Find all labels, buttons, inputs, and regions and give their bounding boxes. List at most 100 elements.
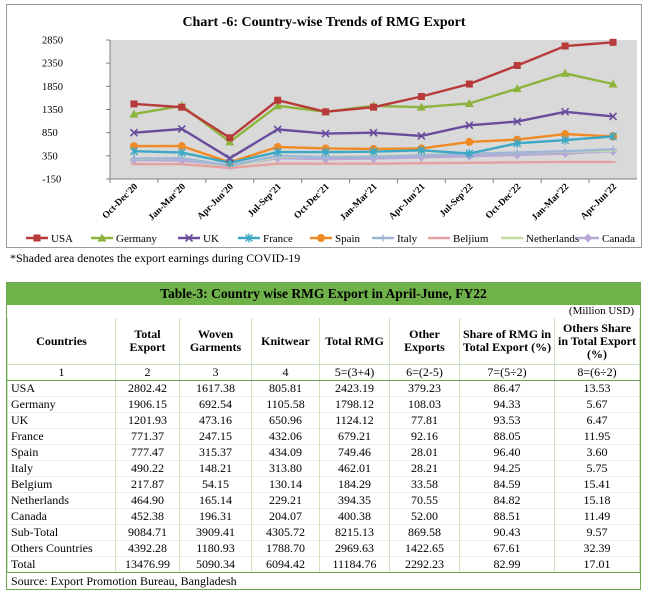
value-cell: 32.39: [554, 540, 640, 557]
country-cell: Canada: [7, 508, 116, 525]
value-cell: 4305.72: [251, 524, 320, 541]
data-point-usa: [465, 80, 473, 88]
value-cell: 464.90: [115, 492, 180, 509]
header-cell: Knitwear: [251, 318, 320, 365]
x-tick-label: Jan-Mar'21: [339, 182, 380, 223]
x-tick-label: Oct-Dec'20: [101, 182, 140, 221]
table-row: Germany 1906.15 692.54 1105.58 1798.12 108.03…: [7, 396, 640, 413]
index-cell: 4: [251, 364, 320, 381]
value-cell: 184.29: [319, 476, 390, 493]
value-cell: 1105.58: [251, 396, 320, 413]
data-point-france: [513, 138, 522, 148]
line-chart: Chart -6: Country-wise Trends of RMG Exp…: [26, 15, 637, 245]
value-cell: 33.58: [389, 476, 460, 493]
value-cell: 749.46: [319, 444, 390, 461]
value-cell: 3.60: [554, 444, 640, 461]
value-cell: 315.37: [179, 444, 252, 461]
value-cell: 84.82: [459, 492, 555, 509]
y-tick-label: 2850: [42, 36, 63, 47]
value-cell: 92.16: [389, 428, 460, 445]
value-cell: 77.81: [389, 412, 460, 429]
data-point-uk: [321, 129, 330, 138]
value-cell: 1201.93: [115, 412, 180, 429]
value-cell: 6094.42: [251, 556, 320, 572]
y-tick-label: 1350: [42, 105, 63, 116]
header-cell: Other Exports: [389, 318, 460, 365]
data-point-france: [561, 135, 570, 145]
value-cell: 5.75: [554, 460, 640, 477]
data-point-germany: [225, 137, 235, 146]
data-point-usa: [322, 108, 330, 116]
value-cell: 54.15: [179, 476, 252, 493]
value-cell: 490.22: [115, 460, 180, 477]
value-cell: 28.01: [389, 444, 460, 461]
rmg-export-table-section: Table-3: Country wise RMG Export in Apri…: [6, 282, 641, 590]
legend-label-netherlands: Netherlands: [526, 233, 579, 245]
value-cell: 2802.42: [115, 380, 180, 397]
data-point-usa: [609, 38, 617, 46]
source-note: Source: Export Promotion Bureau, Banglad…: [7, 572, 640, 589]
value-cell: 1124.12: [319, 412, 390, 429]
x-tick-label: Jan-Mar'22: [530, 182, 571, 223]
value-cell: 17.01: [554, 556, 640, 572]
x-tick-label: Jan-Mar'20: [147, 182, 188, 223]
index-cell: 7=(5÷2): [459, 364, 555, 381]
chart-title: Chart -6: Country-wise Trends of RMG Exp…: [182, 15, 465, 30]
data-point-uk: [608, 112, 618, 121]
rmg-export-table: Countries Total Export Woven Garments Kn…: [7, 318, 640, 572]
value-cell: 394.35: [319, 492, 390, 509]
country-cell: Sub-Total: [7, 524, 116, 541]
legend-marker-canada: [583, 233, 593, 243]
value-cell: 1788.70: [251, 540, 320, 557]
country-cell: Netherlands: [7, 492, 116, 509]
index-cell: 6=(2-5): [389, 364, 460, 381]
value-cell: 217.87: [115, 476, 180, 493]
data-point-germany: [129, 109, 139, 118]
value-cell: 11184.76: [319, 556, 390, 572]
data-point-usa: [226, 134, 234, 142]
value-cell: 4392.28: [115, 540, 180, 557]
value-cell: 379.23: [389, 380, 460, 397]
country-cell: USA: [7, 380, 116, 397]
table-row: Others Countries 4392.28 1180.93 1788.70 296…: [7, 540, 640, 557]
data-point-usa: [130, 100, 138, 108]
table-row: Canada 452.38 196.31 204.07 400.38 52.00 88.51…: [7, 508, 640, 525]
value-cell: 86.47: [459, 380, 555, 397]
legend-marker-uk: [184, 233, 194, 243]
data-point-france: [129, 146, 138, 156]
value-cell: 692.54: [179, 396, 252, 413]
y-tick-label: 2350: [42, 59, 63, 70]
data-point-france: [417, 145, 426, 155]
y-tick-label: 1850: [42, 82, 63, 93]
data-point-germany: [416, 102, 426, 111]
value-cell: 1906.15: [115, 396, 180, 413]
legend-label-germany: Germany: [116, 233, 157, 245]
value-cell: 15.41: [554, 476, 640, 493]
data-point-france: [465, 149, 474, 159]
country-cell: UK: [7, 412, 116, 429]
data-point-usa: [561, 42, 569, 50]
header-cell: Others Share in Total Export (%): [554, 318, 640, 365]
value-cell: 2969.63: [319, 540, 390, 557]
data-point-france: [321, 147, 330, 157]
data-point-uk: [225, 154, 234, 163]
country-cell: Italy: [7, 460, 116, 477]
data-point-spain: [129, 142, 138, 151]
value-cell: 108.03: [389, 396, 460, 413]
value-cell: 1617.38: [179, 380, 252, 397]
data-point-usa: [513, 61, 521, 69]
legend-label-usa: USA: [51, 233, 73, 245]
data-point-germany: [512, 84, 522, 93]
table-header-row: Countries Total Export Woven Garments Kn…: [7, 318, 640, 365]
table-row: USA 2802.42 1617.38 805.81 2423.19 379.23 86.4…: [7, 380, 640, 397]
value-cell: 165.14: [179, 492, 252, 509]
value-cell: 771.37: [115, 428, 180, 445]
value-cell: 96.40: [459, 444, 555, 461]
x-tick-label: Jul-Sep'21: [246, 182, 283, 219]
table-row: Belgium 217.87 54.15 130.14 184.29 33.58 84.59…: [7, 476, 640, 493]
value-cell: 432.06: [251, 428, 320, 445]
value-cell: 1798.12: [319, 396, 390, 413]
x-tick-label: Oct-Dec'21: [293, 182, 332, 221]
header-cell: Total Export: [115, 318, 180, 365]
legend-label-spain: Spain: [335, 233, 361, 245]
